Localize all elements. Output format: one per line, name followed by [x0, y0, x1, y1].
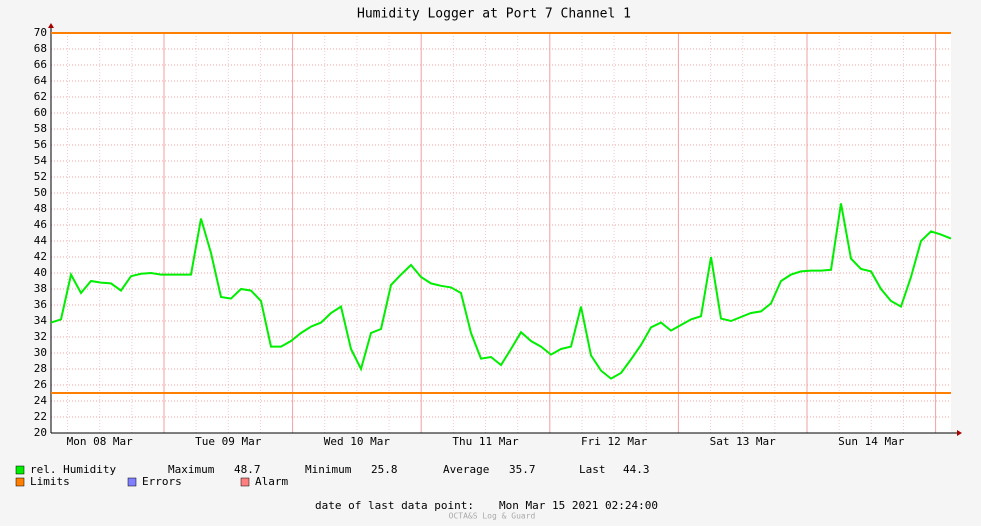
y-tick-label: 24	[34, 394, 48, 407]
y-tick-label: 32	[34, 330, 47, 343]
y-tick-label: 60	[34, 106, 47, 119]
y-tick-label: 66	[34, 58, 47, 71]
y-tick-label: 36	[34, 298, 47, 311]
y-tick-label: 30	[34, 346, 47, 359]
y-tick-label: 34	[34, 314, 48, 327]
x-tick-label: Tue 09 Mar	[195, 435, 262, 448]
chart-title: Humidity Logger at Port 7 Channel 1	[357, 7, 631, 22]
stat-label: Average	[443, 463, 489, 476]
arrow	[957, 430, 962, 436]
footer-label: date of last data point:	[315, 499, 474, 512]
y-tick-label: 42	[34, 250, 47, 263]
stat-label: Last	[579, 463, 606, 476]
y-tick-label: 52	[34, 170, 47, 183]
legend-label: rel. Humidity	[30, 463, 116, 476]
watermark: OCTA&S Log & Guard	[449, 512, 536, 521]
stat-label: Maximum	[168, 463, 215, 476]
y-tick-label: 50	[34, 186, 47, 199]
arrow	[48, 23, 54, 28]
stat-value: 35.7	[509, 463, 536, 476]
legend-swatch	[240, 477, 250, 487]
legend-swatch	[15, 477, 25, 487]
stat-value: 44.3	[623, 463, 650, 476]
y-tick-label: 70	[34, 26, 47, 39]
y-tick-label: 48	[34, 202, 47, 215]
stat-value: 48.7	[234, 463, 261, 476]
y-tick-label: 26	[34, 378, 47, 391]
y-tick-label: 68	[34, 42, 47, 55]
legend-swatch	[15, 465, 25, 475]
y-tick-label: 20	[34, 426, 47, 439]
stat-label: Minimum	[305, 463, 352, 476]
x-tick-label: Thu 11 Mar	[452, 435, 519, 448]
x-tick-label: Sun 14 Mar	[838, 435, 905, 448]
y-tick-label: 28	[34, 362, 47, 375]
legend-label: Alarm	[255, 475, 288, 488]
x-tick-label: Wed 10 Mar	[324, 435, 391, 448]
footer-value: Mon Mar 15 2021 02:24:00	[499, 499, 658, 512]
stat-value: 25.8	[371, 463, 398, 476]
y-tick-label: 62	[34, 90, 47, 103]
y-tick-label: 46	[34, 218, 47, 231]
plot-area	[51, 33, 951, 433]
x-tick-label: Mon 08 Mar	[67, 435, 134, 448]
y-tick-label: 44	[34, 234, 48, 247]
x-tick-label: Fri 12 Mar	[581, 435, 648, 448]
x-tick-label: Sat 13 Mar	[710, 435, 777, 448]
data-line	[50, 203, 952, 380]
y-tick-label: 56	[34, 138, 47, 151]
y-tick-label: 54	[34, 154, 48, 167]
y-tick-label: 22	[34, 410, 47, 423]
legend-label: Errors	[142, 475, 182, 488]
y-tick-label: 64	[34, 74, 48, 87]
y-tick-label: 58	[34, 122, 47, 135]
legend-label: Limits	[30, 475, 70, 488]
legend-swatch	[127, 477, 137, 487]
y-tick-label: 38	[34, 282, 47, 295]
y-tick-label: 40	[34, 266, 47, 279]
